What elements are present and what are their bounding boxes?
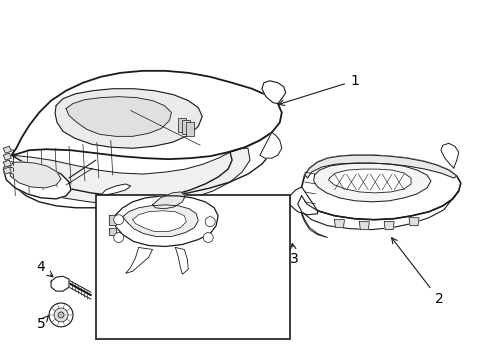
Polygon shape [335, 220, 344, 228]
Bar [182, 121, 190, 134]
Polygon shape [305, 155, 457, 178]
Polygon shape [290, 187, 318, 215]
Text: 4: 4 [37, 260, 53, 277]
Polygon shape [133, 211, 186, 231]
Circle shape [49, 303, 73, 327]
Polygon shape [6, 148, 250, 205]
Polygon shape [109, 228, 116, 235]
Polygon shape [175, 247, 188, 274]
Polygon shape [122, 205, 198, 237]
Bar [178, 118, 186, 132]
Circle shape [205, 217, 215, 227]
Polygon shape [409, 218, 419, 226]
Text: 3: 3 [291, 243, 299, 266]
Polygon shape [3, 167, 11, 174]
Polygon shape [384, 222, 394, 230]
Circle shape [203, 233, 213, 243]
Polygon shape [55, 89, 202, 148]
Polygon shape [302, 212, 327, 238]
Circle shape [58, 312, 64, 318]
Polygon shape [3, 153, 11, 160]
Polygon shape [441, 143, 459, 168]
Text: 1: 1 [279, 74, 359, 105]
Polygon shape [359, 222, 369, 230]
Polygon shape [101, 184, 131, 195]
Text: 2: 2 [392, 238, 443, 306]
Polygon shape [3, 160, 11, 167]
Circle shape [114, 233, 123, 243]
Polygon shape [113, 196, 218, 247]
Text: 5: 5 [37, 316, 49, 331]
Polygon shape [260, 132, 282, 158]
Polygon shape [109, 215, 116, 225]
Polygon shape [298, 191, 459, 230]
Polygon shape [152, 192, 185, 209]
Polygon shape [262, 81, 286, 104]
Polygon shape [302, 155, 461, 220]
Polygon shape [125, 247, 152, 273]
Circle shape [114, 215, 123, 225]
Polygon shape [314, 163, 431, 202]
Polygon shape [51, 276, 69, 291]
Polygon shape [3, 146, 11, 153]
Polygon shape [328, 169, 411, 193]
Bar [96, 195, 290, 339]
Polygon shape [66, 96, 172, 136]
Polygon shape [11, 71, 282, 159]
Polygon shape [6, 132, 275, 208]
Bar [186, 122, 195, 136]
Polygon shape [9, 162, 61, 188]
Polygon shape [3, 155, 71, 199]
Circle shape [54, 308, 68, 322]
